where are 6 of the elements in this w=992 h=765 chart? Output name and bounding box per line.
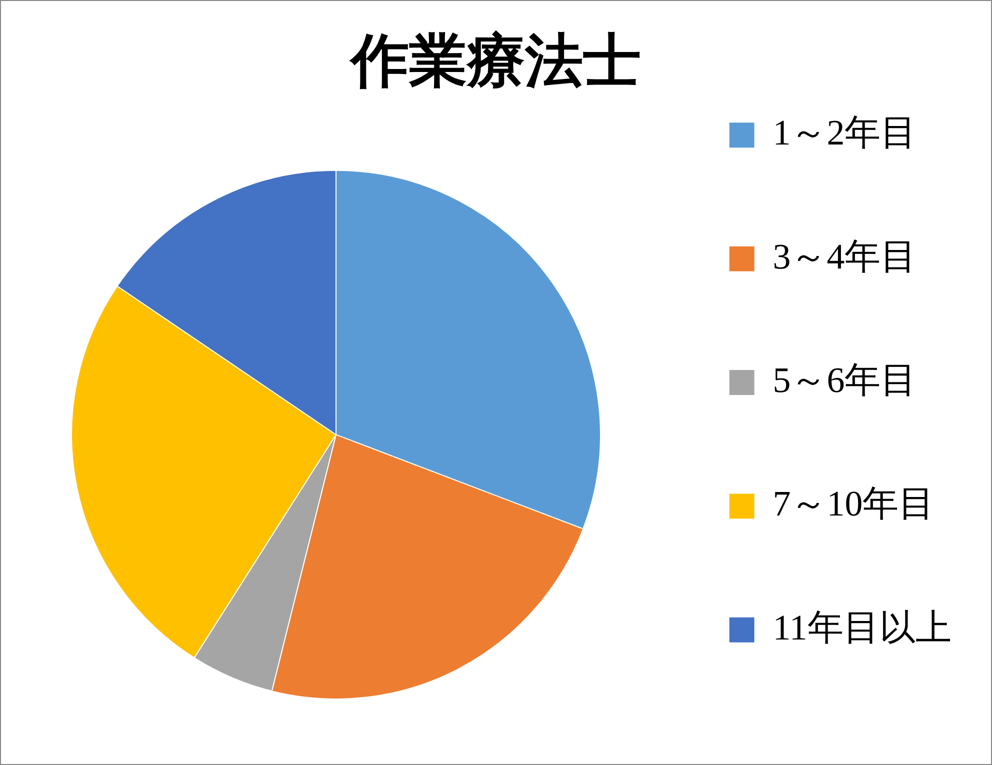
- legend-label: 7～10年目: [772, 484, 935, 524]
- legend-label: 11年目以上: [772, 607, 952, 648]
- chart-title: 作業療法士: [348, 28, 642, 94]
- legend-label: 3～4年目: [772, 236, 917, 276]
- legend-label: 5～6年目: [772, 360, 917, 400]
- legend-label: 1～2年目: [772, 112, 917, 153]
